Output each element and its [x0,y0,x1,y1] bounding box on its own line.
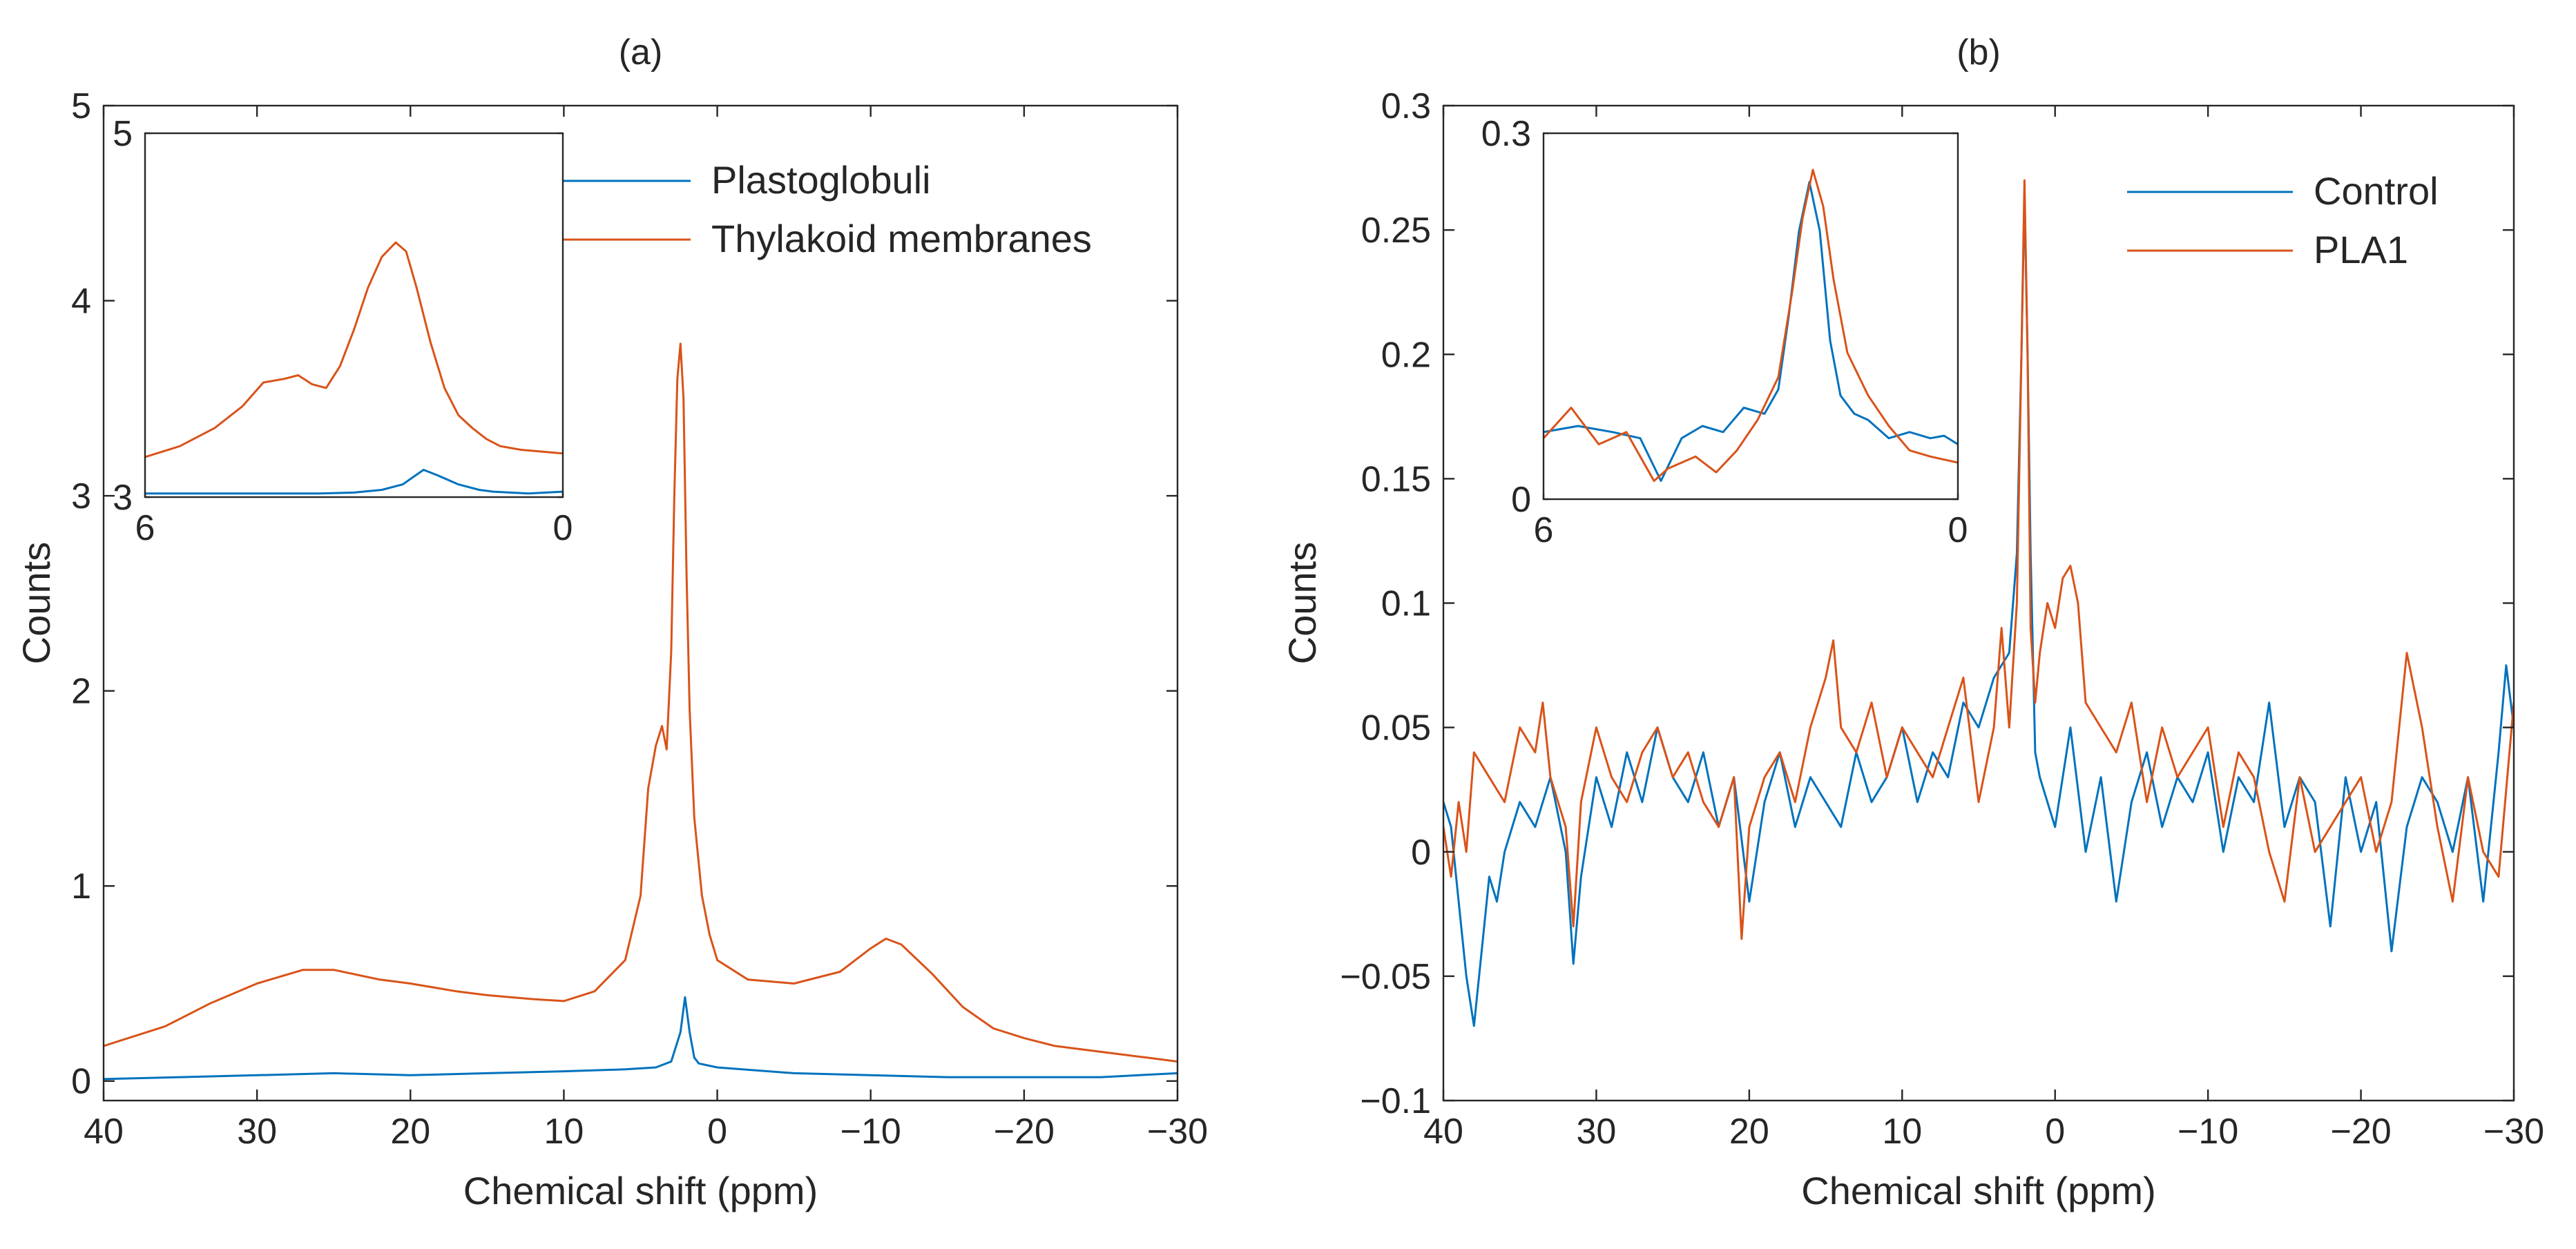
series-line-pla1 [1443,179,2514,940]
inset-x-tick-label: 0 [1948,510,1968,550]
x-tick-label: 30 [237,1112,277,1152]
y-tick-label: 0 [1411,833,1431,873]
inset-series-line-thylakoid-membranes [145,241,563,458]
x-tick-label: 30 [1577,1112,1617,1152]
x-axis-label: Chemical shift (ppm) [1801,1169,2155,1212]
y-tick-label: 3 [71,476,91,516]
inset-plot: 6 0 3 5 [113,114,573,548]
series-group [104,342,1178,1081]
y-tick-label: −0.1 [1360,1081,1431,1121]
inset-y-tick-label: 0 [1511,480,1531,520]
inset-series-line-plastoglobuli [145,469,563,495]
x-tick-label: 0 [707,1112,727,1152]
y-tick-label: 1 [71,866,91,907]
series-line-plastoglobuli [104,996,1178,1081]
x-tick-label: 10 [1882,1112,1922,1152]
legend-label: PLA1 [2314,228,2408,271]
legend-label: Control [2314,169,2439,213]
y-axis-label: Counts [1280,542,1324,664]
x-tick-label: −20 [994,1112,1055,1152]
legend: Plastoglobuli Thylakoid membranes [497,148,1174,269]
x-tick-label: −30 [2483,1112,2544,1152]
y-tick-label: 2 [71,672,91,712]
panel-label: (a) [619,32,663,72]
x-tick-label: 20 [1729,1112,1769,1152]
y-tick-label: 0.25 [1361,211,1431,251]
x-tick-label: −10 [2178,1112,2238,1152]
plot-frame [102,104,1179,1102]
panel-b: (b) 40 30 20 10 0 −10 −20 −30 −0.1 −0.05 0 0.05 0.1 0.… [1280,32,2544,1212]
legend-label: Plastoglobuli [711,158,931,202]
inset-frame [1542,132,1959,501]
x-tick-label: 40 [1423,1112,1463,1152]
y-tick-label: 0.05 [1361,708,1431,748]
legend: Control PLA1 [2127,169,2439,271]
y-tick-label: 5 [71,86,91,126]
inset-x-tick-label: 6 [1534,510,1554,550]
inset-y-tick-label: 0.3 [1481,114,1531,154]
inset-x-tick-label: 6 [135,508,155,548]
y-tick-label: 0.2 [1381,335,1431,375]
legend-label: Thylakoid membranes [711,217,1092,260]
inset-y-tick-label: 5 [113,114,133,154]
inset-series-group [145,241,563,495]
y-tick-label: −0.05 [1340,957,1431,997]
legend-background [497,148,1174,269]
inset-background [1544,133,1958,499]
series-line-control [1443,191,2514,1027]
x-tick-label: −20 [2330,1112,2391,1152]
y-tick-label: 4 [71,282,91,322]
series-line-thylakoid-membranes [104,342,1178,1063]
x-tick-label: −30 [1147,1112,1208,1152]
x-tick-label: 10 [544,1112,584,1152]
panel-label: (b) [1957,32,2001,72]
y-tick-label: 0 [71,1062,91,1102]
y-axis-label: Counts [15,542,58,664]
inset-y-tick-label: 3 [113,478,133,518]
x-tick-label: 0 [2045,1112,2065,1152]
inset-frame [144,132,564,498]
y-tick-label: 0.1 [1381,584,1431,624]
inset-series-line-pla1 [1544,168,1958,482]
x-tick-label: 40 [84,1112,124,1152]
y-tick-label: 0.15 [1361,459,1431,499]
x-tick-label: −10 [840,1112,901,1152]
x-tick-label: 20 [390,1112,430,1152]
inset-x-tick-label: 0 [553,508,573,548]
inset-background [145,133,563,497]
x-axis-label: Chemical shift (ppm) [463,1169,818,1212]
inset-series-group [1544,168,1958,482]
inset-plot: 6 000.3 [1481,114,1968,550]
y-tick-label: 0.3 [1381,86,1431,126]
series-group [1443,179,2514,1027]
